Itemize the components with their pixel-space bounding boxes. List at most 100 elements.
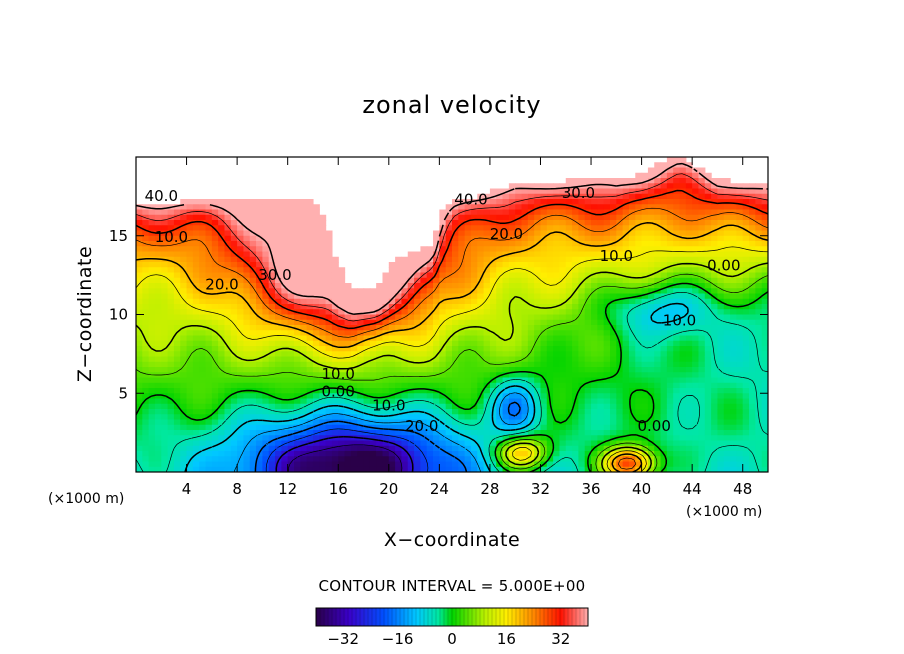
field-cell xyxy=(218,451,226,457)
field-cell xyxy=(205,330,213,337)
field-cell xyxy=(382,288,390,295)
field-cell xyxy=(616,309,624,316)
field-cell xyxy=(736,403,744,410)
field-cell xyxy=(287,367,295,373)
field-cell xyxy=(142,430,150,436)
field-cell xyxy=(230,466,238,472)
field-cell xyxy=(205,283,213,289)
field-cell xyxy=(711,419,719,426)
field-cell xyxy=(553,309,561,316)
field-cell xyxy=(300,451,308,457)
field-cell xyxy=(211,356,219,363)
field-cell xyxy=(635,461,643,468)
field-cell xyxy=(704,393,712,400)
field-cell xyxy=(546,388,554,394)
field-cell xyxy=(148,398,156,405)
field-cell xyxy=(199,204,207,211)
field-cell xyxy=(565,451,573,457)
field-cell xyxy=(692,298,700,305)
field-cell xyxy=(749,209,756,216)
field-cell xyxy=(483,241,491,247)
field-cell xyxy=(704,451,712,457)
field-cell xyxy=(401,309,409,316)
field-cell xyxy=(723,335,731,342)
field-cell xyxy=(281,199,289,205)
field-cell xyxy=(224,314,232,321)
field-cell xyxy=(344,367,352,373)
field-cell xyxy=(616,199,624,205)
field-cell xyxy=(161,304,169,310)
field-cell xyxy=(496,419,504,426)
field-cell xyxy=(572,409,579,415)
field-cell xyxy=(673,178,681,184)
field-cell xyxy=(660,267,668,274)
field-cell xyxy=(173,440,181,447)
field-cell xyxy=(660,393,668,400)
field-cell xyxy=(439,209,447,216)
field-cell xyxy=(591,388,598,394)
field-cell xyxy=(376,398,384,405)
field-cell xyxy=(685,304,693,310)
field-cell xyxy=(730,382,737,389)
field-cell xyxy=(622,351,630,358)
field-cell xyxy=(546,199,554,205)
field-cell xyxy=(256,445,263,452)
field-cell xyxy=(237,398,245,405)
field-cell xyxy=(331,288,339,295)
field-cell xyxy=(331,298,339,305)
field-cell xyxy=(704,372,712,379)
field-cell xyxy=(711,330,719,337)
field-cell xyxy=(616,466,624,472)
field-cell xyxy=(711,367,719,373)
field-cell xyxy=(439,220,447,226)
field-cell xyxy=(647,382,655,389)
field-cell xyxy=(458,440,466,447)
field-cell xyxy=(319,220,327,226)
field-cell xyxy=(256,351,263,358)
field-cell xyxy=(230,346,238,352)
field-cell xyxy=(553,251,561,258)
field-cell xyxy=(249,451,257,457)
field-cell xyxy=(723,225,731,232)
field-cell xyxy=(395,267,403,274)
field-cell xyxy=(502,435,510,442)
field-cell xyxy=(243,319,251,326)
field-cell xyxy=(192,256,200,263)
field-cell xyxy=(464,388,472,394)
field-cell xyxy=(205,277,213,284)
field-cell xyxy=(508,340,516,347)
field-cell xyxy=(186,246,194,253)
field-cell xyxy=(679,251,687,258)
field-cell xyxy=(268,398,276,405)
field-cell xyxy=(243,351,251,358)
field-cell xyxy=(357,445,365,452)
field-cell xyxy=(717,340,725,347)
field-cell xyxy=(559,440,567,447)
field-cell xyxy=(154,388,162,394)
field-cell xyxy=(275,451,282,457)
field-cell xyxy=(154,330,162,337)
field-cell xyxy=(136,298,143,305)
field-cell xyxy=(439,314,447,321)
field-cell xyxy=(685,241,693,247)
field-cell xyxy=(268,214,276,221)
field-cell xyxy=(711,214,719,221)
field-cell xyxy=(666,314,674,321)
field-cell xyxy=(477,419,485,426)
field-cell xyxy=(647,361,655,368)
field-cell xyxy=(161,382,169,389)
field-cell xyxy=(515,220,523,226)
field-cell xyxy=(199,235,207,242)
field-cell xyxy=(312,419,320,426)
field-cell xyxy=(211,403,219,410)
field-cell xyxy=(666,356,674,363)
field-cell xyxy=(268,466,276,472)
field-cell xyxy=(647,288,655,295)
field-cell xyxy=(546,314,554,321)
field-cell xyxy=(319,466,327,472)
field-cell xyxy=(483,466,491,472)
field-cell xyxy=(294,199,301,205)
field-cell xyxy=(249,298,257,305)
field-cell xyxy=(591,183,598,190)
field-cell xyxy=(312,325,320,331)
